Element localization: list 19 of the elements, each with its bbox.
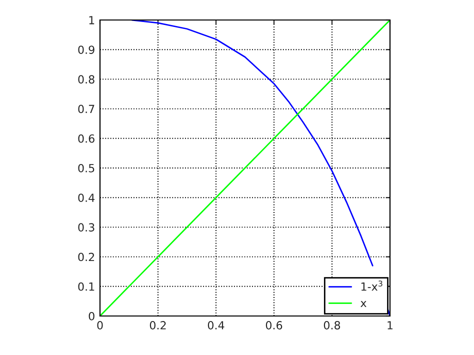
- y-tick-label: 0: [88, 312, 94, 320]
- legend-label: 1-x$^{3}$: [361, 280, 382, 291]
- x-tick-label: 1: [388, 321, 393, 330]
- y-tick-label: 0.6: [78, 134, 94, 143]
- y-tick-label: 1: [89, 16, 94, 24]
- x-tick-label: 0: [97, 321, 103, 330]
- x-tick-label: 0.6: [266, 321, 282, 330]
- y-tick-label: 0.5: [78, 164, 94, 172]
- y-tick-label: 0.8: [78, 75, 94, 84]
- y-tick-label: 0.2: [78, 252, 94, 262]
- x-tick-label: 0.2: [150, 321, 166, 330]
- y-tick-label: 0.9: [78, 46, 94, 54]
- y-tick-label: 0.1: [78, 282, 94, 291]
- x-tick-label: 0.8: [324, 321, 340, 330]
- y-tick-label: 0.3: [78, 223, 94, 232]
- y-tick-label: 0.7: [78, 104, 94, 114]
- y-tick-label: 0.4: [78, 194, 95, 202]
- x-tick-label: 0.4: [208, 321, 224, 330]
- legend-label: x: [360, 300, 366, 308]
